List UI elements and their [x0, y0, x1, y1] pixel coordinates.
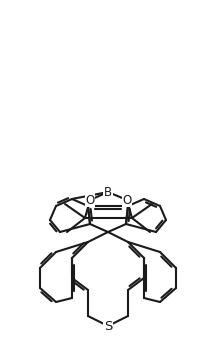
- Text: B: B: [104, 185, 112, 199]
- Text: S: S: [104, 319, 112, 333]
- Text: O: O: [122, 193, 132, 207]
- Text: O: O: [85, 193, 95, 207]
